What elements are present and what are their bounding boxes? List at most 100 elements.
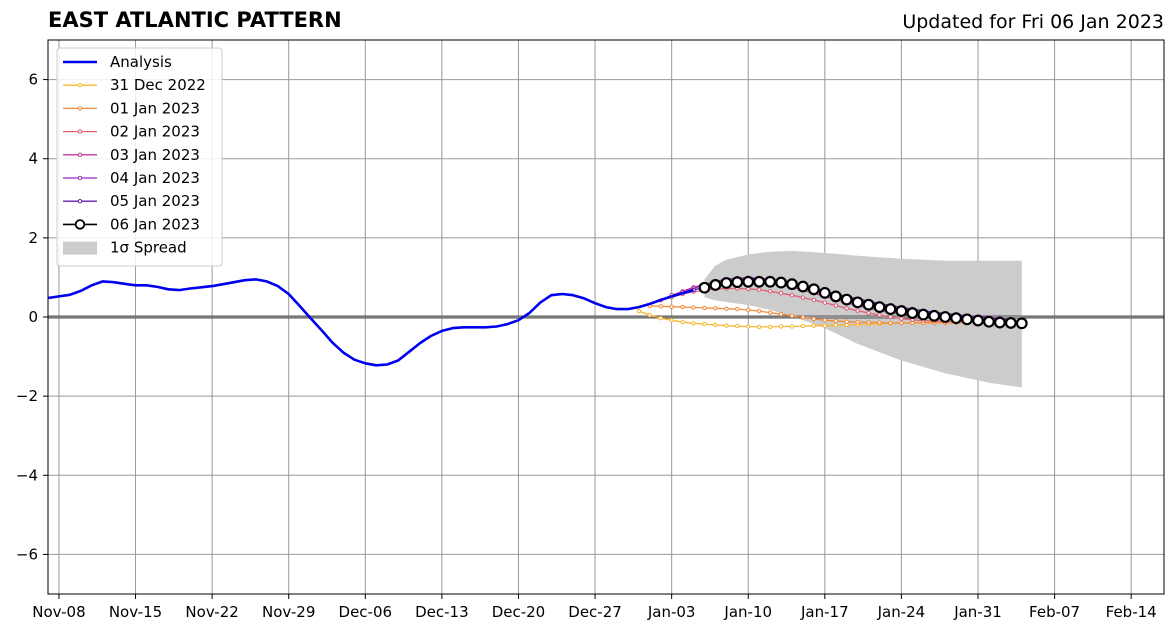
legend-entry: 01 Jan 2023 [63,99,200,117]
series-point [888,314,893,320]
series-point [742,275,755,288]
legend-label: 1σ Spread [110,239,187,257]
x-tick-label: Dec-06 [339,603,393,621]
series-point [877,320,882,325]
legend-label: 02 Jan 2023 [110,123,200,141]
legend-marker [77,106,83,111]
series-point [756,324,762,330]
series-point [866,310,871,316]
legend-label: Analysis [110,53,172,71]
series-point [778,291,784,296]
legend-label: 01 Jan 2023 [110,99,200,117]
series-point [807,283,820,296]
series-point [658,304,663,309]
series-point [851,296,864,309]
series-point [698,281,711,294]
series-point [833,303,838,308]
chart-subtitle: Updated for Fri 06 Jan 2023 [902,11,1164,33]
series-point [862,298,875,311]
x-tick-label: Nov-08 [32,603,85,621]
y-tick-label: −4 [16,466,38,484]
x-tick-label: Nov-15 [109,603,162,621]
legend-entry: Analysis [63,53,172,71]
series-point [1004,317,1017,329]
series-point [833,318,838,324]
series-point [746,286,751,292]
legend-marker [77,129,83,134]
series-point [786,278,798,291]
series-point [855,319,860,325]
series-point [724,323,729,328]
x-tick-label: Jan-24 [877,603,926,621]
series-point [735,306,740,312]
legend-entry: 04 Jan 2023 [63,169,200,187]
series-point [702,321,707,327]
series-point [789,313,795,319]
series-point [767,289,773,294]
series-point [950,312,963,325]
series-point [906,307,919,319]
legend-marker [74,219,86,230]
series-point [811,316,817,322]
series-point [724,306,729,311]
series-point [702,305,707,311]
series-point [928,309,941,322]
series-point [669,304,674,309]
x-tick-label: Jan-17 [800,603,849,621]
chart-title: EAST ATLANTIC PATTERN [48,8,342,32]
series-point [917,308,930,321]
series-point [829,290,842,303]
legend-entry: 02 Jan 2023 [63,123,200,141]
series-point [873,301,886,314]
series-point [844,319,849,324]
legend-label: 31 Dec 2022 [110,76,206,94]
series-point [778,312,784,317]
series-point [818,286,831,299]
legend: Analysis 31 Dec 2022 01 Jan 2023 02 Jan 202… [56,47,223,267]
legend-entry: 31 Dec 2022 [63,76,206,94]
series-point [680,319,685,325]
series-point [691,305,696,310]
x-tick-label: Feb-14 [1106,603,1157,621]
series-point [797,280,809,293]
y-tick-label: 4 [28,150,38,168]
legend-marker [77,83,83,88]
grid [48,40,1164,594]
x-tick-label: Dec-27 [568,603,622,621]
series-point [822,300,828,305]
y-tick-label: 6 [28,71,38,89]
legend-swatch [63,241,97,255]
x-tick-label: Dec-20 [492,603,546,621]
series-6 [698,275,1028,330]
series-point [746,324,751,329]
legend-marker [77,199,83,204]
series-point [877,312,882,318]
series-point [713,322,718,328]
series-point [972,314,984,327]
series-point [800,315,806,320]
series-point [756,287,762,292]
y-tick-label: 2 [28,229,38,247]
series-point [680,304,685,310]
series-point [899,320,904,326]
x-tick-label: Jan-31 [953,603,1002,621]
series-point [789,293,795,298]
series-point [669,317,674,323]
x-tick-label: Jan-10 [723,603,772,621]
legend-label: 03 Jan 2023 [110,146,200,164]
x-tick-label: Nov-22 [185,603,238,621]
x-tick-label: Dec-13 [415,603,469,621]
series-point [636,308,642,314]
series-point [800,323,806,329]
legend-entry: 06 Jan 2023 [63,215,200,233]
y-tick-label: −6 [16,545,38,563]
y-tick-label: −2 [16,387,38,405]
series-point [753,275,766,288]
legend-marker [77,175,83,181]
axes: Nov-08 Nov-15 Nov-22 Nov-29 Dec-06 Dec-13 Dec-… [16,39,1165,621]
series-point [983,315,995,328]
series-point [844,306,849,311]
series-point [888,320,893,326]
x-tick-label: Nov-29 [262,603,315,621]
